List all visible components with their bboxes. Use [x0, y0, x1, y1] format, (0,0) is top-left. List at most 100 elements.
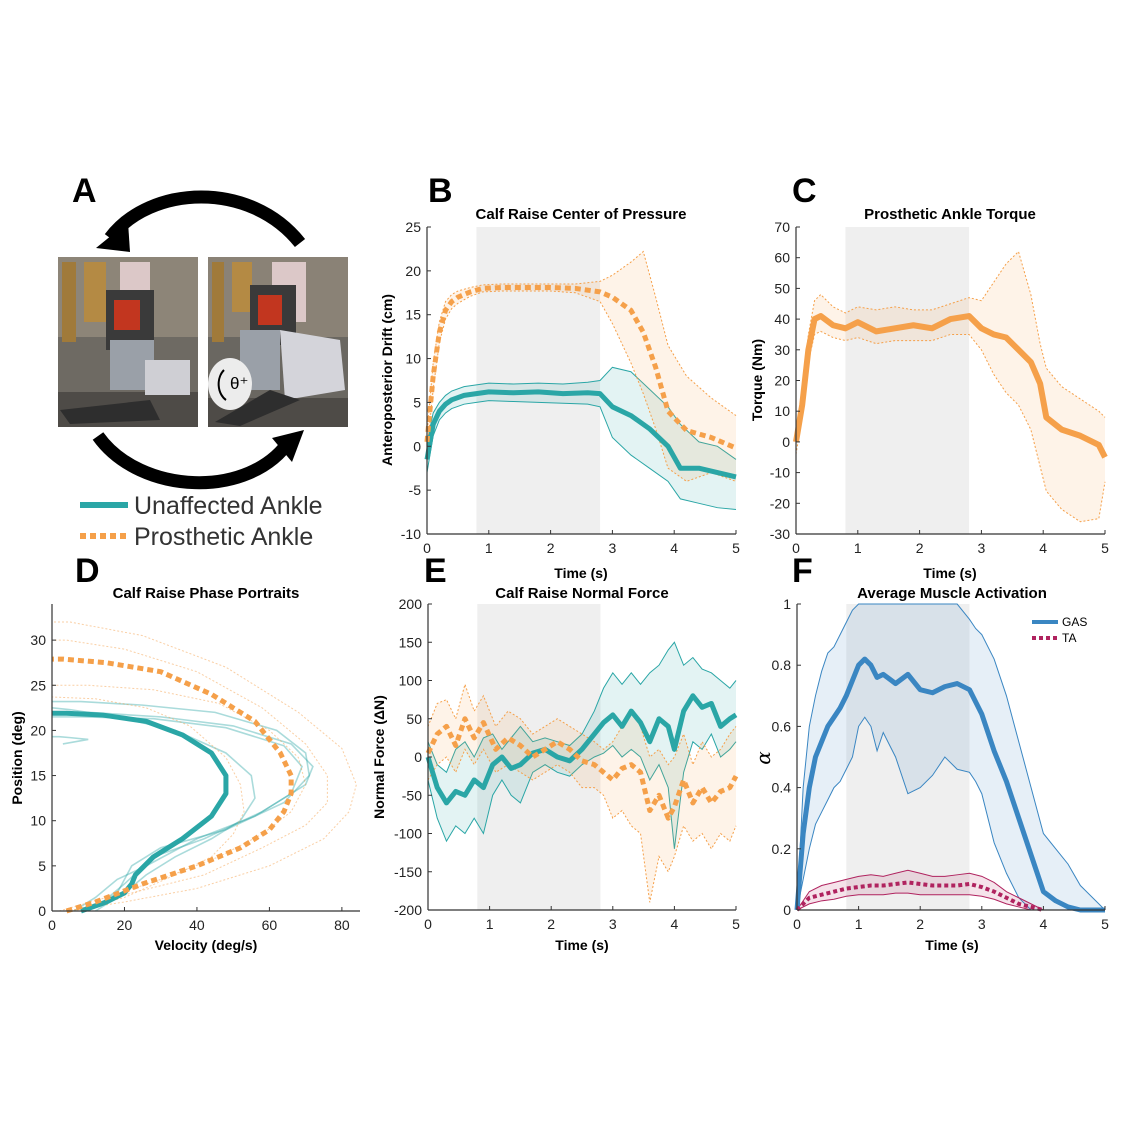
- series-line-d-1: [52, 656, 294, 914]
- y-tick-label-b-6: 20: [405, 263, 421, 279]
- x-axis-label-e: Time (s): [555, 937, 608, 953]
- x-tick-label-b-3: 3: [609, 540, 617, 556]
- rotation-arrow-icon: [217, 369, 227, 401]
- series-line-b-0: [424, 389, 737, 480]
- chart-title-f: Average Muscle Activation: [857, 585, 1047, 602]
- band-upper-f-0: [796, 603, 1106, 911]
- y-tick-label-d-5: 25: [30, 677, 46, 693]
- panel-letter-c: C: [792, 172, 817, 210]
- band-c-0: [796, 251, 1105, 522]
- panel-f: F Average Muscle Activation Time (s) α G…: [751, 552, 1109, 953]
- series-line-e-1: [425, 716, 739, 821]
- band-lower-f-1: [796, 892, 1044, 911]
- y-tick-label-e-0: -200: [394, 902, 422, 918]
- y-tick-label-e-5: 50: [406, 711, 422, 727]
- chart-title-b: Calf Raise Center of Pressure: [476, 206, 687, 223]
- x-tick-label-b-2: 2: [547, 540, 555, 556]
- band-lower-e-1: [427, 748, 737, 903]
- x-tick-label-f-3: 3: [978, 916, 986, 932]
- x-axis-label-f: Time (s): [925, 937, 978, 953]
- band-b-0: [427, 367, 736, 510]
- y-axis-label-d: Position (deg): [9, 711, 25, 804]
- legend-label-prosthetic: Prosthetic Ankle: [134, 523, 313, 551]
- y-tick-label-c-8: 50: [774, 280, 790, 296]
- band-f-1: [797, 870, 1044, 910]
- x-tick-label-e-0: 0: [424, 916, 432, 932]
- x-tick-label-c-3: 3: [978, 540, 986, 556]
- y-tick-label-c-7: 40: [774, 311, 790, 327]
- series-line-f-0: [794, 656, 1105, 913]
- band-upper-c-0: [795, 250, 1106, 433]
- trial-line-d-4: [52, 735, 89, 745]
- y-tick-label-d-1: 5: [38, 858, 46, 874]
- trial-line-d-7: [52, 684, 307, 912]
- shaded-region-b: [476, 227, 601, 534]
- series-line-b-1: [424, 285, 737, 451]
- y-axis-label-e: Normal Force (ΔN): [371, 695, 387, 819]
- y-tick-label-e-8: 200: [399, 596, 423, 612]
- y-tick-label-f-4: 0.8: [772, 657, 792, 673]
- band-upper-e-0: [427, 641, 737, 774]
- y-tick-label-d-4: 20: [30, 722, 46, 738]
- series-line-c-0: [793, 313, 1108, 459]
- x-tick-label-c-0: 0: [792, 540, 800, 556]
- panel-c: C Prosthetic Ankle Torque Time (s) Torqu…: [749, 172, 1109, 581]
- y-axis-label-c: Torque (Nm): [749, 339, 765, 421]
- band-lower-b-0: [426, 400, 737, 510]
- y-tick-label-d-2: 10: [30, 813, 46, 829]
- y-tick-label-c-6: 30: [774, 342, 790, 358]
- trial-line-d-2: [52, 716, 303, 912]
- band-upper-f-1: [796, 869, 1044, 911]
- band-upper-b-1: [426, 250, 737, 434]
- x-tick-label-d-4: 80: [334, 917, 350, 933]
- x-tick-label-c-1: 1: [854, 540, 862, 556]
- band-lower-b-1: [426, 290, 737, 482]
- y-axis-label-b: Anteroposterior Drift (cm): [379, 294, 395, 466]
- legend-label-gas: GAS: [1062, 615, 1087, 629]
- panel-e: E Calf Raise Normal Force Time (s) Norma…: [371, 552, 740, 953]
- chart-title-d: Calf Raise Phase Portraits: [113, 585, 300, 602]
- band-lower-e-0: [427, 732, 737, 849]
- panel-letter-d: D: [75, 552, 100, 590]
- panel-letter-f: F: [792, 552, 813, 590]
- y-tick-label-b-1: -5: [409, 482, 422, 498]
- y-tick-label-c-4: 10: [774, 403, 790, 419]
- y-tick-label-f-3: 0.6: [772, 718, 792, 734]
- x-tick-label-f-1: 1: [855, 916, 863, 932]
- photo-standing: [58, 257, 198, 427]
- y-tick-label-c-9: 60: [774, 250, 790, 266]
- bottom-arrow-icon: [92, 432, 296, 490]
- y-tick-label-b-5: 15: [405, 307, 421, 323]
- panel-letter-a: A: [72, 172, 97, 210]
- photo-raised: θ⁺: [208, 257, 348, 427]
- panel-b: B Calf Raise Center of Pressure Time (s)…: [379, 172, 740, 581]
- x-tick-label-d-3: 60: [262, 917, 278, 933]
- x-tick-label-f-5: 5: [1101, 916, 1109, 932]
- top-arrow-icon: [104, 190, 306, 248]
- y-tick-label-b-2: 0: [413, 438, 421, 454]
- y-tick-label-b-3: 5: [413, 394, 421, 410]
- x-tick-label-c-5: 5: [1101, 540, 1109, 556]
- trial-line-d-6: [52, 639, 328, 912]
- x-axis-label-c: Time (s): [923, 565, 976, 581]
- x-tick-label-c-2: 2: [916, 540, 924, 556]
- y-tick-label-c-3: 0: [782, 434, 790, 450]
- panel-letter-e: E: [424, 552, 447, 590]
- theta-label: θ⁺: [230, 374, 248, 393]
- y-tick-label-f-5: 1: [783, 596, 791, 612]
- x-tick-label-e-5: 5: [732, 916, 740, 932]
- band-b-1: [427, 251, 736, 482]
- x-tick-label-f-0: 0: [793, 916, 801, 932]
- chart-title-e: Calf Raise Normal Force: [495, 585, 668, 602]
- y-tick-label-f-2: 0.4: [772, 780, 792, 796]
- bottom-arrowhead-icon: [272, 430, 304, 462]
- y-tick-label-d-6: 30: [30, 632, 46, 648]
- y-tick-label-e-1: -150: [394, 864, 422, 880]
- series-line-f-1: [795, 880, 1044, 912]
- shaded-region-c: [845, 227, 970, 534]
- x-tick-label-b-1: 1: [485, 540, 493, 556]
- legend-label-unaffected: Unaffected Ankle: [134, 492, 323, 520]
- y-tick-label-e-4: 0: [414, 749, 422, 765]
- y-tick-label-d-3: 15: [30, 768, 46, 784]
